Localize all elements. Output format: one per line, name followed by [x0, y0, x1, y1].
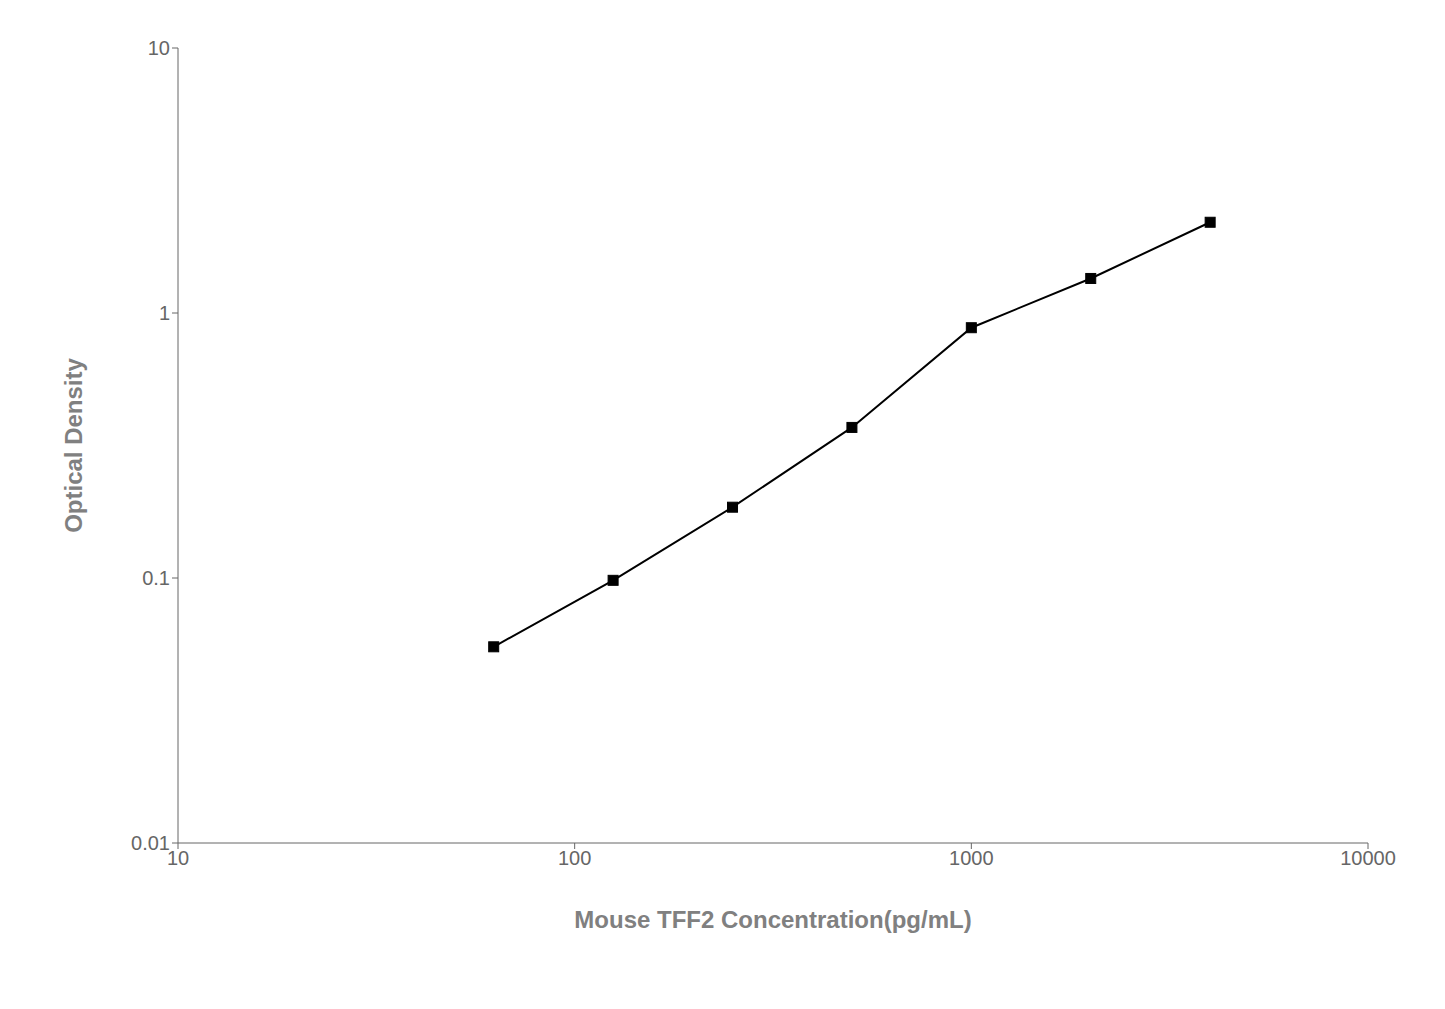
svg-text:Optical Density: Optical Density [60, 357, 87, 532]
svg-text:10: 10 [167, 847, 189, 869]
svg-text:100: 100 [558, 847, 591, 869]
svg-text:10: 10 [148, 37, 170, 59]
svg-text:0.1: 0.1 [142, 567, 170, 589]
svg-text:10000: 10000 [1340, 847, 1396, 869]
svg-text:0.01: 0.01 [131, 832, 170, 854]
svg-text:1: 1 [159, 302, 170, 324]
svg-text:Mouse TFF2 Concentration(pg/mL: Mouse TFF2 Concentration(pg/mL) [574, 906, 971, 933]
svg-text:1000: 1000 [949, 847, 994, 869]
